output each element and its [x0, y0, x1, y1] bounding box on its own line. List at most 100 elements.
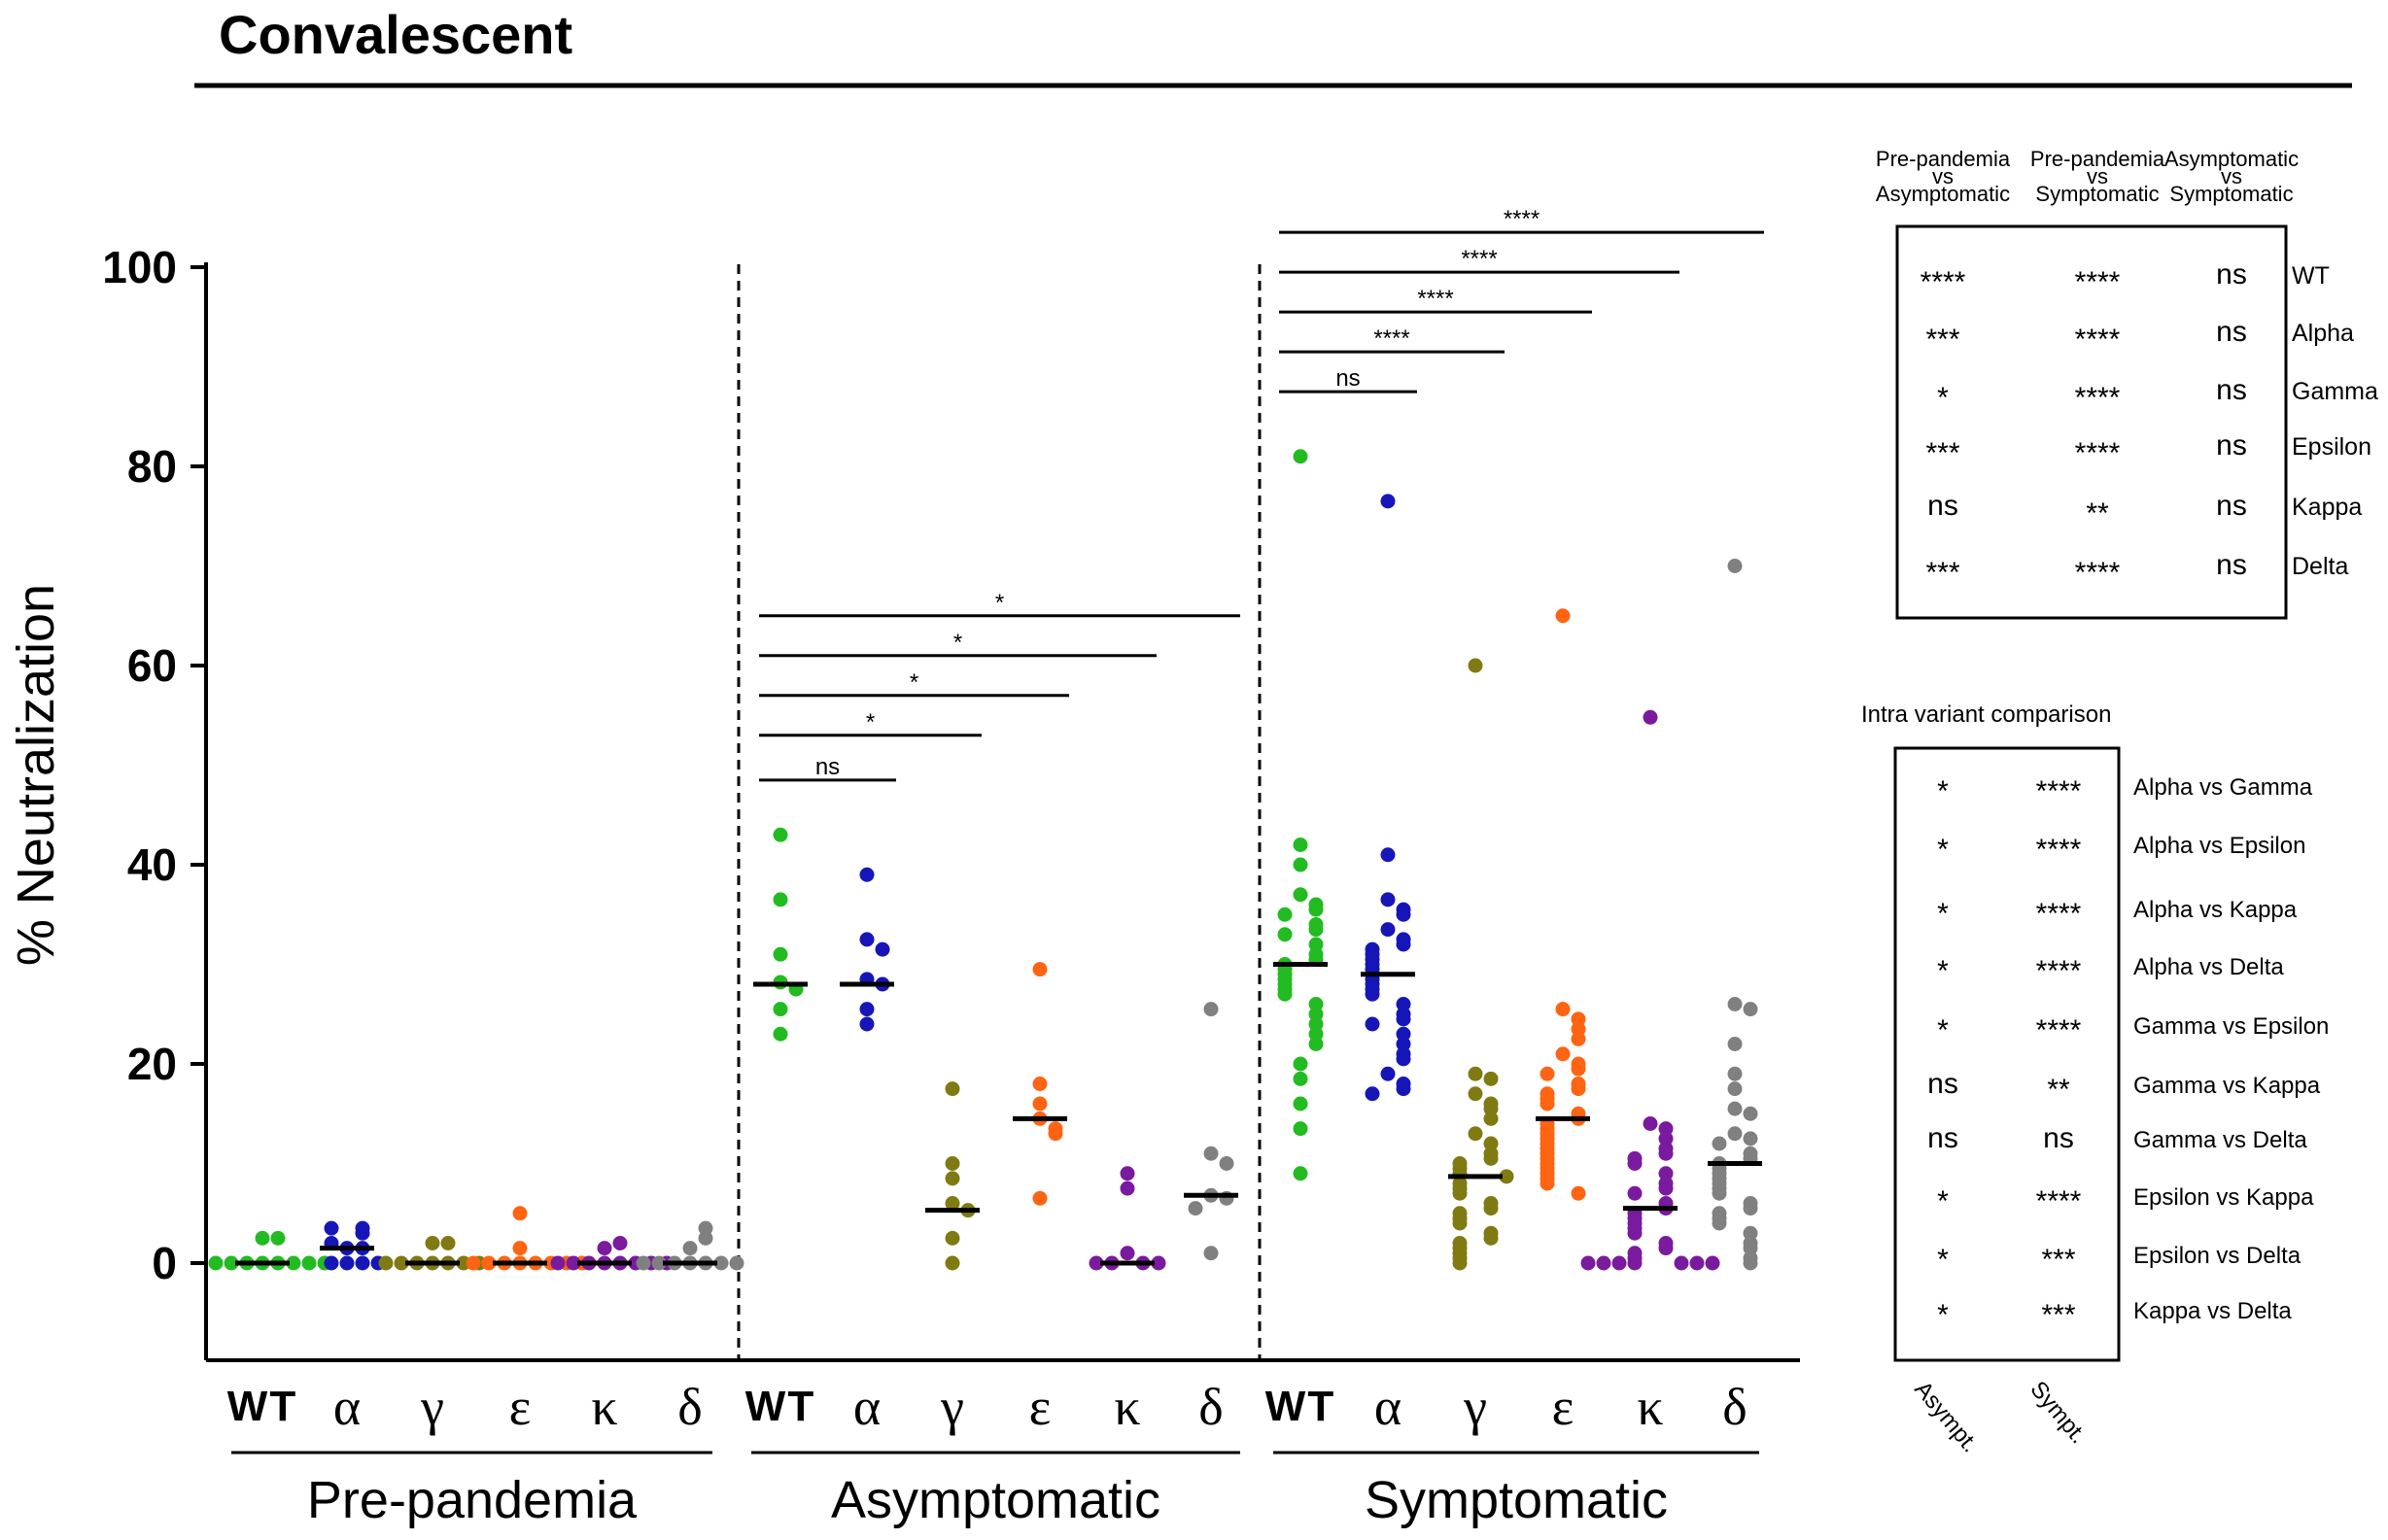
data-point: [682, 1241, 698, 1256]
data-point: [1483, 1150, 1499, 1166]
intra-variant-value: ****: [2036, 898, 2082, 930]
x-category-label: γ: [940, 1378, 964, 1436]
data-point: [1743, 1131, 1758, 1146]
group-comparison-value: ***: [1925, 557, 1959, 589]
data-point: [1396, 1051, 1411, 1067]
intra-variant-value: *: [1937, 834, 1949, 866]
data-point: [1540, 1176, 1555, 1191]
comparison-row-label: Gamma vs Delta: [2133, 1127, 2307, 1153]
data-point: [1188, 1201, 1203, 1216]
data-point: [1120, 1246, 1135, 1261]
data-point: [1032, 1077, 1048, 1091]
data-point: [1499, 1169, 1514, 1184]
data-point: [859, 867, 875, 882]
data-point: [945, 1156, 960, 1171]
group-comparison-value: ns: [1927, 490, 1958, 522]
data-point: [1396, 937, 1411, 952]
significance-label: ****: [1373, 325, 1409, 352]
data-point: [1571, 1031, 1586, 1046]
data-point: [1627, 1185, 1643, 1201]
data-point: [945, 1230, 960, 1246]
data-point: [378, 1255, 394, 1271]
data-point: [1365, 1016, 1380, 1032]
table-header-text: Pre-pandemia: [2030, 147, 2165, 171]
data-point: [1293, 857, 1308, 873]
data-point: [1396, 1026, 1411, 1042]
data-point: [1120, 1181, 1135, 1196]
table-header-text: Symptomatic: [2035, 182, 2159, 206]
intra-variant-value: ***: [2041, 1244, 2075, 1276]
significance-label: *: [910, 669, 918, 696]
data-point: [1452, 1255, 1468, 1271]
data-point: [1203, 1246, 1219, 1261]
data-point: [1643, 1116, 1658, 1131]
data-point: [1743, 1201, 1758, 1216]
data-point: [1483, 1201, 1499, 1216]
data-point: [1743, 1106, 1758, 1121]
data-point: [1293, 838, 1308, 852]
data-point: [1396, 997, 1411, 1011]
data-point: [1396, 1081, 1411, 1097]
table-header-text: Symptomatic: [2169, 182, 2293, 206]
data-point: [566, 1255, 581, 1271]
x-category-label: γ: [1463, 1378, 1487, 1436]
data-point: [1727, 997, 1743, 1011]
intra-variant-value: **: [2047, 1074, 2070, 1106]
data-point: [1712, 1136, 1727, 1151]
data-point: [286, 1255, 301, 1271]
data-point: [512, 1206, 528, 1221]
data-point: [636, 1255, 651, 1271]
data-point: [1540, 1066, 1555, 1081]
data-point: [1689, 1255, 1705, 1271]
data-point: [1627, 1156, 1643, 1171]
y-tick-label: 20: [127, 1039, 177, 1089]
data-point: [651, 1255, 667, 1271]
x-category-label: δ: [1198, 1378, 1223, 1436]
data-point: [255, 1230, 270, 1246]
data-point: [1540, 1096, 1555, 1112]
variant-row-label: WT: [2292, 262, 2330, 290]
data-point: [1089, 1255, 1104, 1271]
data-point: [713, 1255, 729, 1271]
data-point: [550, 1255, 566, 1271]
data-point: [1293, 1071, 1308, 1086]
data-point: [1483, 1136, 1499, 1151]
intra-variant-box: [1893, 746, 2121, 1362]
comparison-row-label: Epsilon vs Delta: [2133, 1243, 2301, 1269]
table-header-text: vs: [2221, 164, 2242, 188]
group-comparison-value: ****: [1921, 266, 1966, 298]
data-point: [597, 1241, 612, 1256]
group-label: Pre-pandemia: [307, 1471, 638, 1529]
data-point: [1727, 559, 1743, 573]
data-point: [1396, 1037, 1411, 1051]
x-category-label: WT: [745, 1383, 815, 1430]
intra-column-label: Sympt.: [2025, 1377, 2092, 1450]
data-point: [1396, 907, 1411, 922]
y-tick-label: 80: [127, 441, 177, 492]
group-comparison-value: ns: [2216, 258, 2247, 291]
significance-label: ****: [1417, 286, 1453, 312]
data-point: [1396, 1011, 1411, 1027]
data-point: [1277, 986, 1293, 1002]
data-point: [1380, 922, 1396, 938]
data-point: [208, 1255, 224, 1271]
comparison-row-label: Gamma vs Kappa: [2133, 1073, 2321, 1099]
data-point: [1219, 1156, 1234, 1171]
table-header-text: Asymptomatic: [2164, 147, 2299, 171]
table-header-text: vs: [1932, 164, 1954, 188]
variant-row-label: Alpha: [2292, 320, 2354, 347]
data-point: [324, 1220, 339, 1236]
x-category-label: κ: [591, 1378, 617, 1436]
data-point: [1743, 1255, 1758, 1271]
data-point: [1151, 1255, 1166, 1271]
intra-variant-value: ****: [2036, 1014, 2082, 1046]
data-point: [1308, 902, 1324, 917]
data-point: [1555, 1046, 1571, 1062]
y-tick-label: 40: [127, 839, 177, 890]
data-point: [1293, 449, 1308, 464]
data-point: [1743, 1225, 1758, 1241]
data-point: [1674, 1255, 1689, 1271]
data-point: [481, 1255, 497, 1271]
intra-variant-value: ****: [2036, 1185, 2082, 1217]
data-point: [1293, 1056, 1308, 1072]
